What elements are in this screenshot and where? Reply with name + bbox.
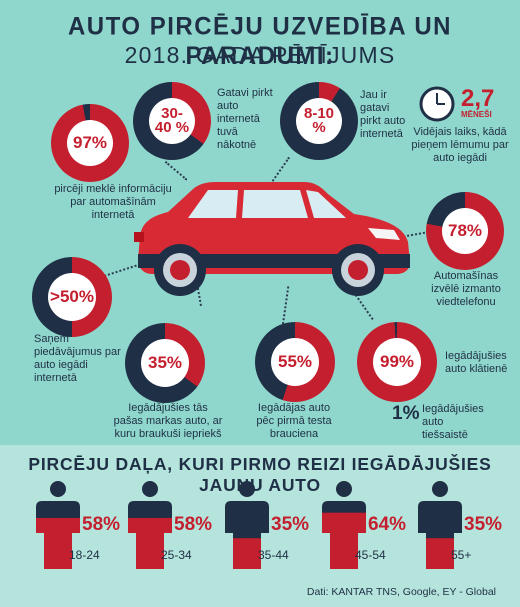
person-icon <box>36 481 80 569</box>
donut-30-40-value: 30-40 % <box>149 98 195 144</box>
donut-99-value: 99% <box>373 338 421 386</box>
donut-50: >50% <box>32 257 112 337</box>
caption-97: pircēji meklē informāciju par automašīnā… <box>54 183 172 221</box>
donut-8-10-value: 8-10 % <box>296 98 342 144</box>
person-age-group: 45-54 <box>355 548 386 562</box>
donut-97-value: 97% <box>67 120 113 166</box>
donut-8-10: 8-10 % <box>280 82 358 160</box>
donut-30-40: 30-40 % <box>133 82 211 160</box>
clock-caption: Vidējais laiks, kādā pieņem lēmumu par a… <box>411 126 509 164</box>
donut-35-value: 35% <box>141 339 189 387</box>
donut-55: 55% <box>255 322 335 402</box>
person-age-group: 55+ <box>451 548 472 562</box>
person-percent: 58% <box>174 514 213 535</box>
person-icon <box>225 481 269 569</box>
caption-1: Iegādājušies auto tiešsaistē <box>422 403 484 441</box>
caption-30-40: Gatavi pirkt auto internetā tuvā nākotnē <box>217 87 273 151</box>
clock-value: 2,7 <box>461 85 495 112</box>
caption-50: Saņem piedāvājumus par auto iegādi inter… <box>34 333 121 384</box>
donut-78-value: 78% <box>442 208 488 254</box>
person-age-group: 18-24 <box>69 548 100 562</box>
stat-1-value: 1% <box>392 403 420 424</box>
donut-50-value: >50% <box>48 273 96 321</box>
clock-icon <box>419 86 455 122</box>
person-age-group: 35-44 <box>258 548 289 562</box>
person-icon <box>128 481 172 569</box>
person-icon <box>418 481 462 569</box>
car-image <box>134 182 410 296</box>
person-age-group: 25-34 <box>161 548 192 562</box>
caption-8-10: Jau ir gatavi pirkt auto internetā <box>360 89 406 140</box>
person-icon <box>322 481 366 569</box>
source-text: Dati: KANTAR TNS, Google, EY - Global <box>306 586 496 598</box>
person-percent: 64% <box>368 514 407 535</box>
person-percent: 35% <box>271 514 310 535</box>
person-percent: 35% <box>464 514 503 535</box>
clock-unit: MĒNEŠI <box>461 110 492 119</box>
caption-35: Iegādājušies tās pašas markas auto, ar k… <box>113 402 223 440</box>
donut-35: 35% <box>125 323 205 403</box>
bottom-title: PIRCĒJU DAĻA, KURI PIRMO REIZI IEGĀDĀJUŠ… <box>28 454 492 495</box>
caption-99: Iegādājušies auto klātienē <box>445 350 508 375</box>
title-line-2: 2018. GADA PĒTĪJUMS <box>124 42 396 68</box>
donut-55-value: 55% <box>271 338 319 386</box>
person-percent: 58% <box>82 514 121 535</box>
caption-78: Automašīnas izvēlē izmanto viedtelefonu <box>431 270 501 308</box>
donut-78: 78% <box>426 192 504 270</box>
caption-55: Iegādājas auto pēc pirmā testa brauciena <box>256 402 332 440</box>
donut-99: 99% <box>357 322 437 402</box>
donut-97: 97% <box>51 104 129 182</box>
title-line-1: AUTO PIRCĒJU UZVEDĪBA UN PARADUMI: <box>67 12 453 71</box>
